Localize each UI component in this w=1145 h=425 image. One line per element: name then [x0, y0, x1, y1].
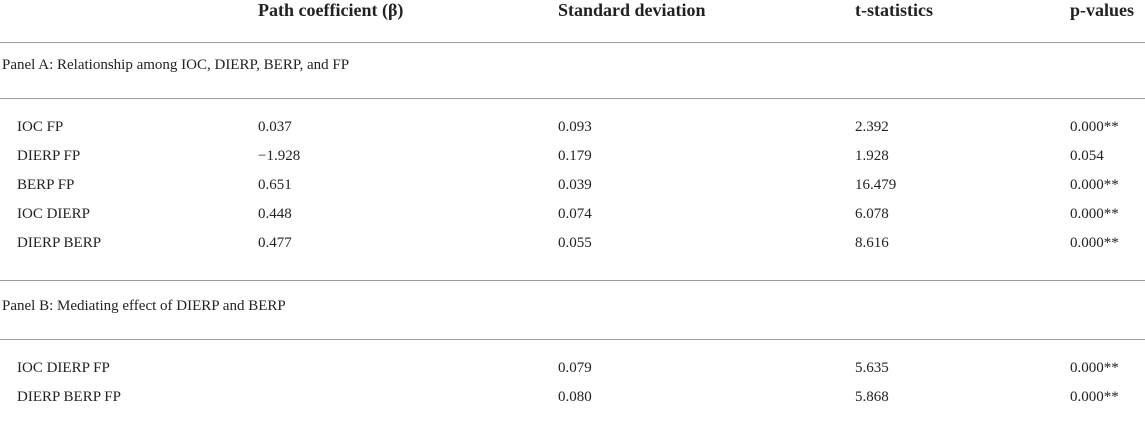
row-label: DIERP FP	[17, 148, 81, 164]
cell: 0.080	[558, 389, 592, 405]
cell: 6.078	[855, 206, 889, 222]
rule	[0, 42, 1145, 43]
row-label: DIERP BERP FP	[17, 389, 121, 405]
row-label: IOC DIERP FP	[17, 360, 110, 376]
cell: 0.000**	[1070, 360, 1119, 376]
row-label: IOC DIERP	[17, 206, 90, 222]
cell: 0.000**	[1070, 389, 1119, 405]
row-label: BERP FP	[17, 177, 75, 193]
cell: 0.651	[258, 177, 292, 193]
panel-title: Panel B: Mediating effect of DIERP and B…	[2, 298, 286, 314]
cell: 2.392	[855, 119, 889, 135]
column-header: p-values	[1070, 0, 1135, 20]
row-label: IOC FP	[17, 119, 64, 135]
column-header: t-statistics	[855, 0, 933, 20]
cell: 0.054	[1070, 148, 1104, 164]
cell: 8.616	[855, 235, 889, 251]
rule	[0, 339, 1145, 340]
cell: −1.928	[258, 148, 301, 164]
cell: 0.477	[258, 235, 292, 251]
column-header: Standard deviation	[558, 0, 706, 20]
cell: 5.635	[855, 360, 889, 376]
cell: 0.000**	[1070, 206, 1119, 222]
cell: 0.037	[258, 119, 292, 135]
panel-title: Panel A: Relationship among IOC, DIERP, …	[2, 57, 350, 73]
cell: 0.000**	[1070, 119, 1119, 135]
column-header: Path coefficient (β)	[258, 0, 404, 20]
rule	[0, 98, 1145, 99]
cell: 1.928	[855, 148, 889, 164]
cell: 0.074	[558, 206, 592, 222]
cell: 0.000**	[1070, 177, 1119, 193]
cell: 0.093	[558, 119, 592, 135]
cell: 0.000**	[1070, 235, 1119, 251]
cell: 16.479	[855, 177, 897, 193]
cell: 5.868	[855, 389, 889, 405]
cell: 0.448	[258, 206, 292, 222]
cell: 0.039	[558, 177, 592, 193]
cell: 0.055	[558, 235, 592, 251]
row-label: DIERP BERP	[17, 235, 102, 251]
cell: 0.179	[558, 148, 592, 164]
rule	[0, 280, 1145, 281]
cell: 0.079	[558, 360, 592, 376]
